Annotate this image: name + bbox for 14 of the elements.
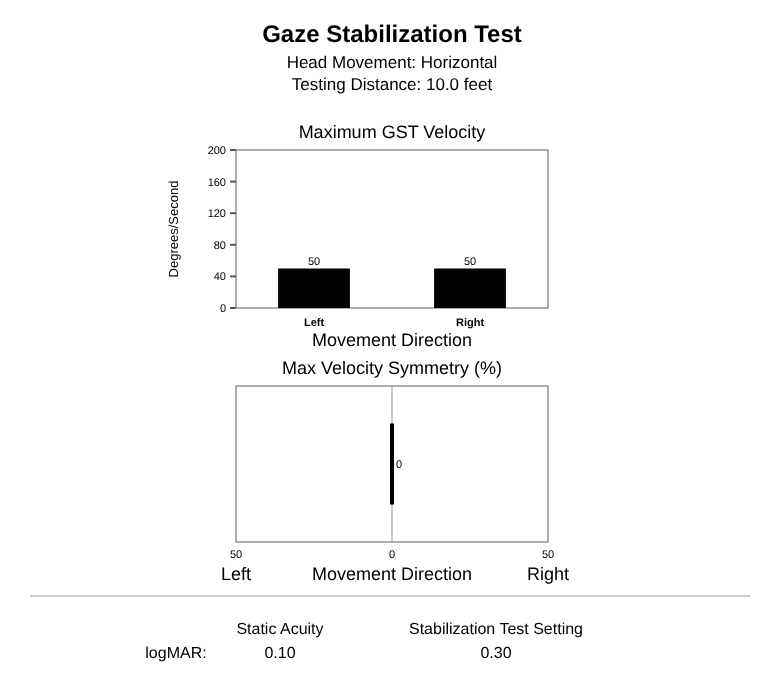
x-axis-title: Movement Direction xyxy=(311,564,473,584)
chart-title: Maximum GST Velocity xyxy=(298,122,487,142)
text: Left xyxy=(220,564,253,584)
text: Static Acuity xyxy=(236,620,324,638)
x-axis-title: Movement Direction xyxy=(311,330,473,350)
text: Stabilization Test Setting xyxy=(408,620,584,638)
chart-title: Max Velocity Symmetry (%) xyxy=(281,358,503,378)
text: 0.30 xyxy=(480,644,513,662)
text: Right xyxy=(526,564,570,584)
text: logMAR: xyxy=(145,644,207,662)
text: Head Movement: Horizontal xyxy=(286,52,498,72)
text: 0.10 xyxy=(264,644,297,662)
text: Gaze Stabilization Test xyxy=(262,20,522,48)
text: Testing Distance: 10.0 feet xyxy=(291,74,494,94)
